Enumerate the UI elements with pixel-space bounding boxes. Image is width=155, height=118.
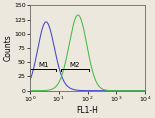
Text: M2: M2 <box>70 62 80 68</box>
X-axis label: FL1-H: FL1-H <box>77 105 98 115</box>
Y-axis label: Counts: Counts <box>3 35 12 61</box>
Text: M1: M1 <box>38 62 49 68</box>
